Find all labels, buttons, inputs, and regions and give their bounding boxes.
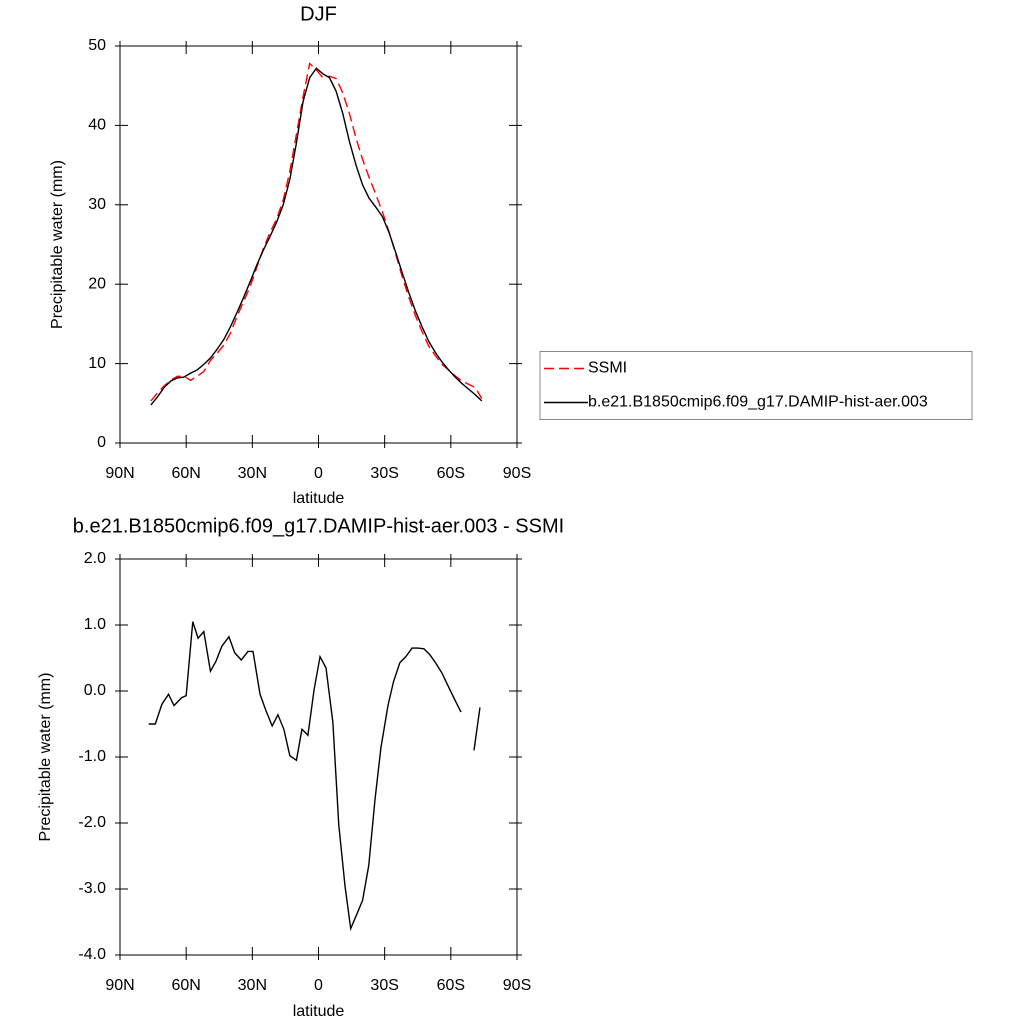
- x-tick-label: 60S: [437, 977, 465, 994]
- y-tick-label: 0: [97, 434, 106, 451]
- x-tick-label: 0: [314, 977, 323, 994]
- x-tick-label: 0: [314, 465, 323, 482]
- y-tick-label: -1.0: [78, 748, 106, 765]
- x-tick-label: 90N: [105, 465, 134, 482]
- y-tick-label: -4.0: [78, 946, 106, 963]
- x-tick-label: 90S: [503, 465, 531, 482]
- chart-title: DJF: [300, 3, 337, 25]
- chart-title: b.e21.B1850cmip6.f09_g17.DAMIP-hist-aer.…: [73, 515, 564, 537]
- legend-box: [539, 351, 973, 420]
- y-tick-label: 30: [88, 196, 106, 213]
- y-tick-label: 10: [88, 355, 106, 372]
- data-line: [150, 62, 483, 402]
- legend-label: SSMI: [588, 360, 627, 377]
- x-tick-label: 60N: [171, 977, 200, 994]
- y-tick-label: -3.0: [78, 880, 106, 897]
- x-tick-label: 60N: [171, 465, 200, 482]
- y-tick-label: 50: [88, 37, 106, 54]
- x-axis-label: latitude: [293, 490, 345, 507]
- y-tick-label: 2.0: [84, 550, 106, 567]
- x-tick-label: 90S: [503, 977, 531, 994]
- y-axis-label: Precipitable water (mm): [37, 673, 54, 842]
- x-tick-label: 30N: [238, 977, 267, 994]
- data-line: [150, 67, 483, 406]
- x-tick-label: 30S: [370, 977, 398, 994]
- legend: SSMI b.e21.B1850cmip6.f09_g17.DAMIP-hist-…: [539, 351, 973, 420]
- x-tick-label: 30N: [238, 465, 267, 482]
- x-tick-label: 30S: [370, 465, 398, 482]
- x-tick-label: 60S: [437, 465, 465, 482]
- y-axis-label: Precipitable water (mm): [49, 160, 66, 329]
- legend-label: b.e21.B1850cmip6.f09_g17.DAMIP-hist-aer.…: [588, 394, 928, 411]
- x-tick-label: 90N: [105, 977, 134, 994]
- data-line: [148, 621, 481, 932]
- plot-frame: [119, 45, 518, 444]
- x-axis-label: latitude: [293, 1003, 345, 1020]
- y-tick-label: 20: [88, 275, 106, 292]
- y-tick-label: 40: [88, 117, 106, 134]
- y-tick-label: 0.0: [84, 682, 106, 699]
- y-tick-label: -2.0: [78, 814, 106, 831]
- plot-frame: [119, 558, 518, 956]
- y-tick-label: 1.0: [84, 616, 106, 633]
